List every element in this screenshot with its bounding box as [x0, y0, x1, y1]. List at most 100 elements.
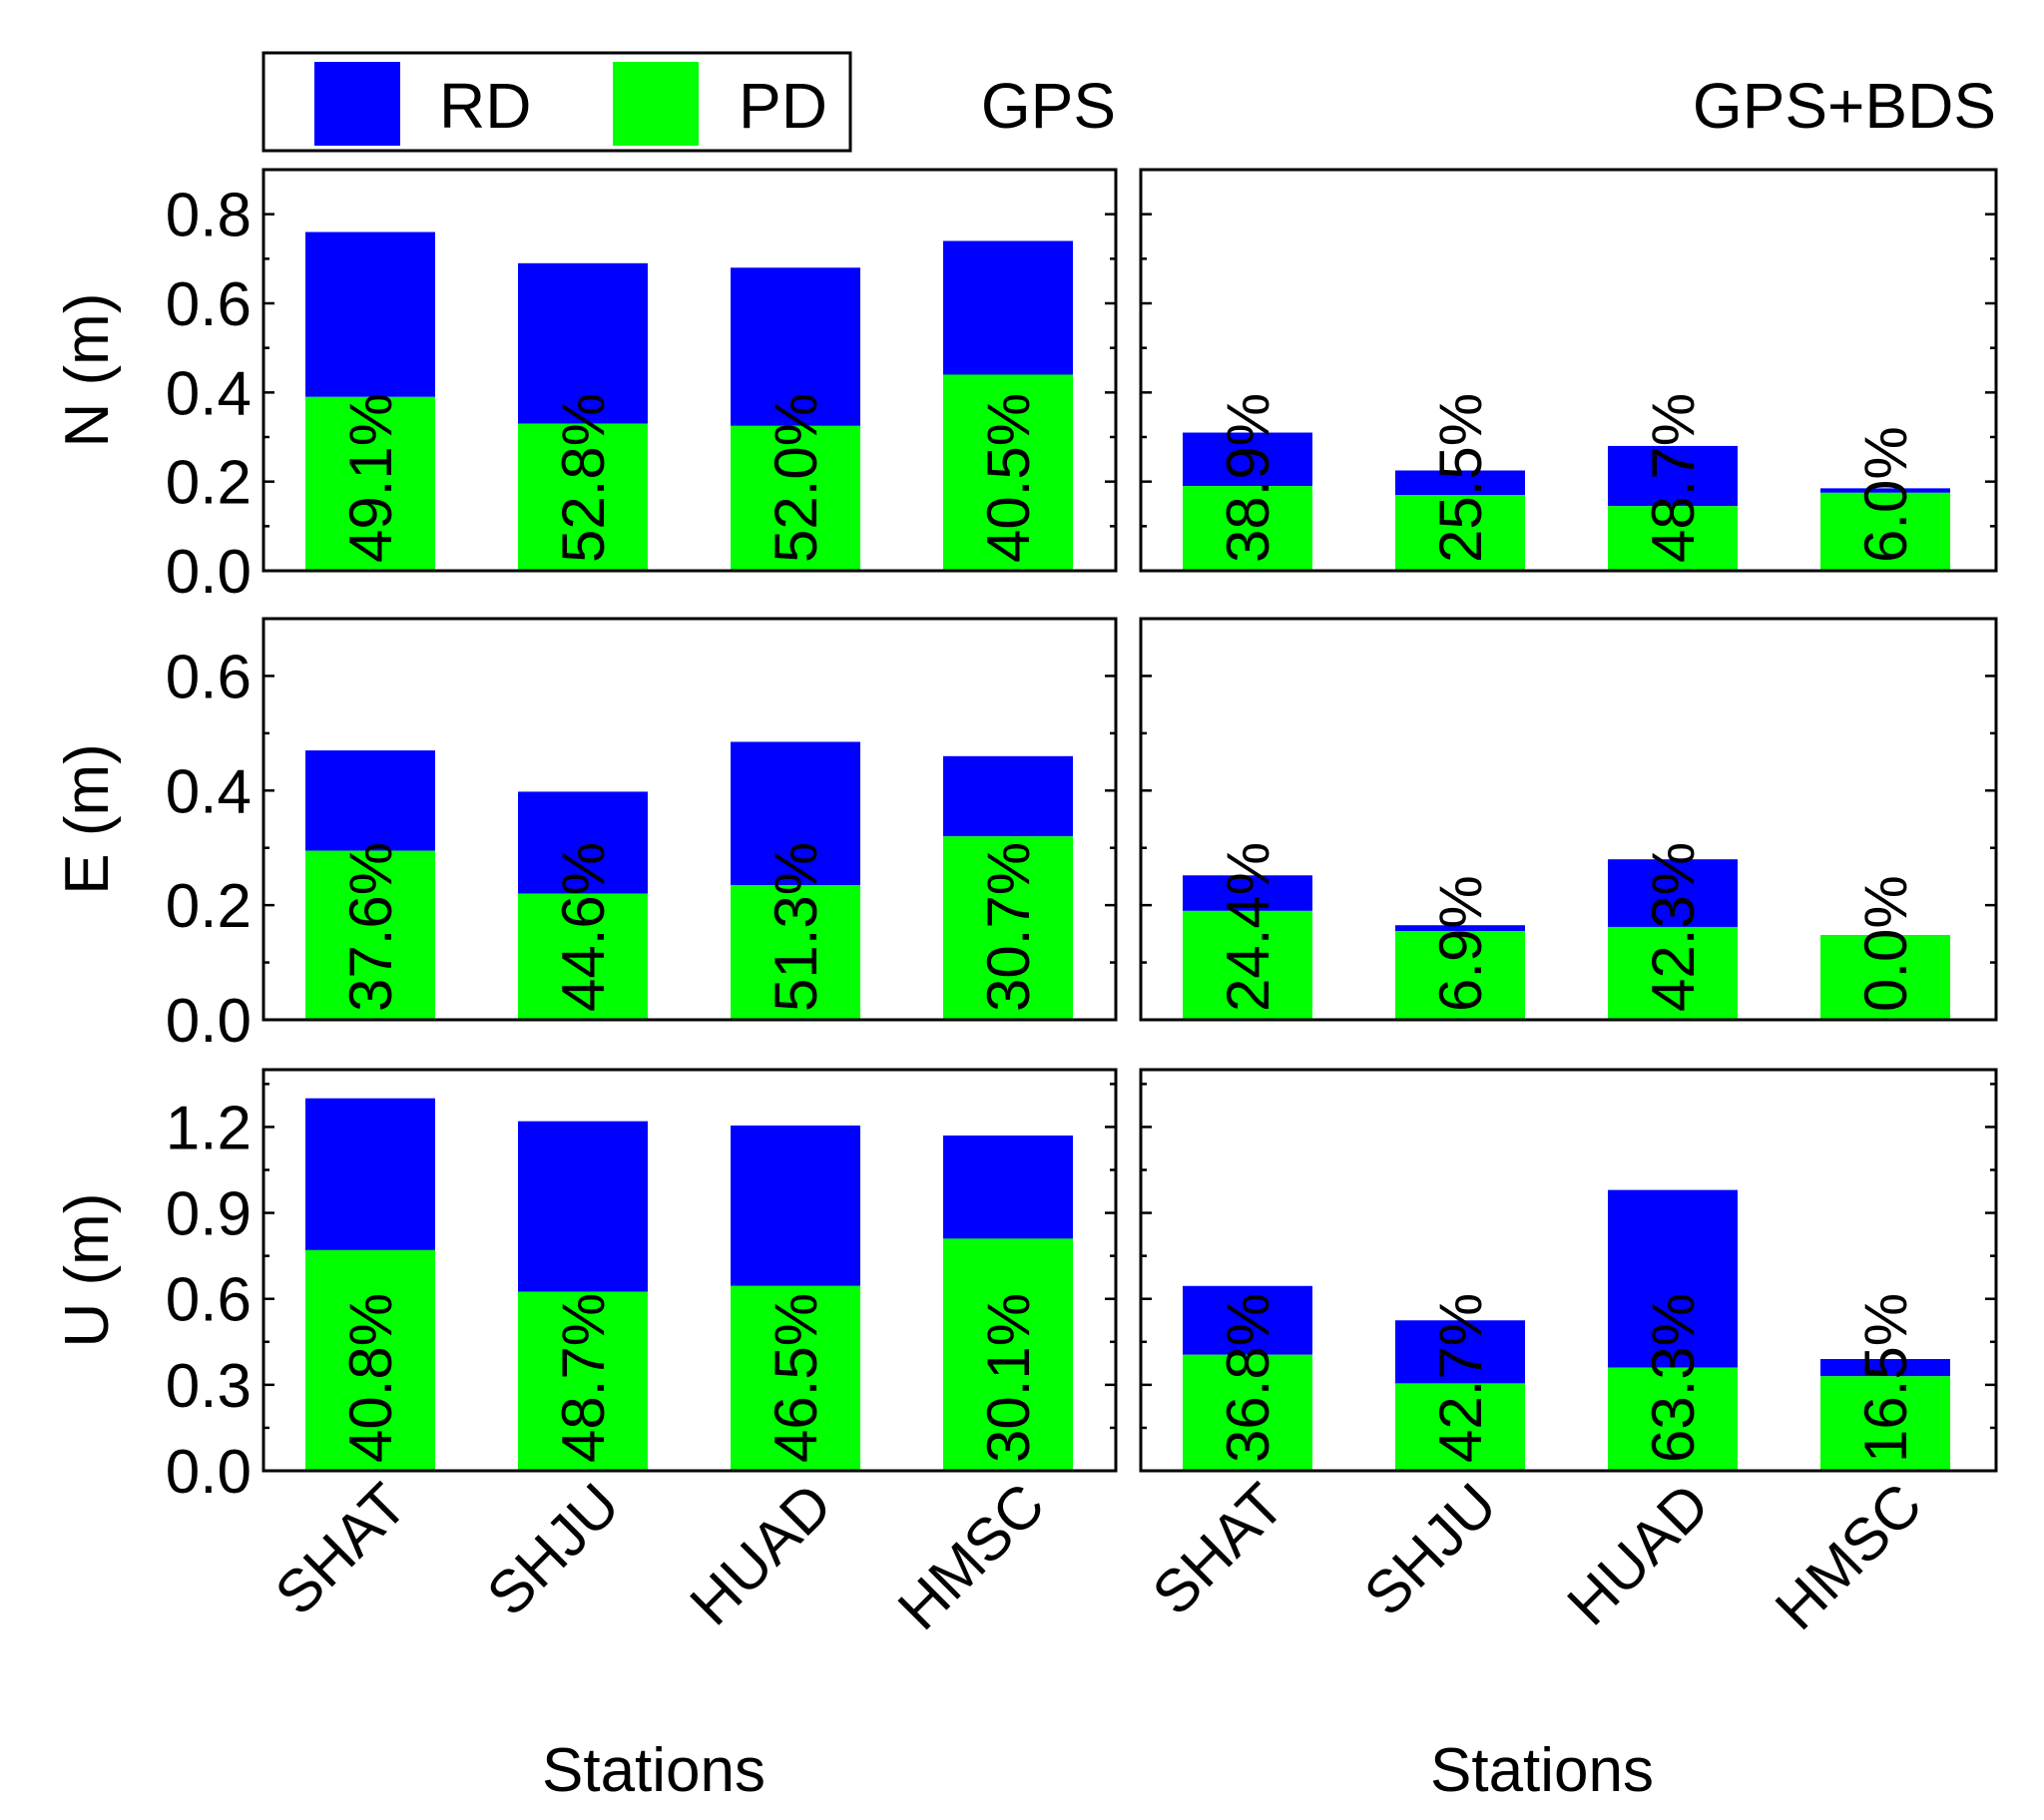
panel-e-gps-ytick-label: 0.6 [166, 643, 252, 711]
legend-rd-swatch [314, 62, 400, 146]
panel-u-gps-x-tick-label-hmsc: HMSC [885, 1471, 1057, 1642]
panel-e-gps-ytick-label: 0.2 [166, 872, 252, 941]
panel-u-gps: 40.8% 48.7% 46.5% 30.1% 0.0 0.3 0.6 0.9 1.2 U (m)… [53, 1068, 1118, 1642]
panel-u-gps-x-tick-label-shju: SHJU [474, 1471, 632, 1628]
panel-e-gps-bar-pd-shju [518, 893, 648, 1020]
panel-u-gps-ytick-label: 1.2 [166, 1094, 252, 1162]
panel-u-gps-bds: 36.8% 42.7% 63.3% 16.5% SHAT SHJU HUAD HMSC [1139, 1068, 1998, 1642]
panel-n-gps-pct-label-shju: 52.8% [550, 393, 617, 563]
panel-u-gps-bds-bar-pd-hmsc [1820, 1376, 1950, 1471]
panel-e-gps-bar-rd-shju [518, 791, 648, 894]
panel-u-gps-bds-bar-rd-shat [1183, 1285, 1312, 1355]
panel-u-gps-bar-rd-shju [518, 1121, 648, 1292]
panel-u-gps-bds-pct-label-shat: 36.8% [1215, 1293, 1281, 1463]
panel-e-gps-pct-label-huad: 51.3% [763, 842, 829, 1012]
panel-e-gps-bds-bar-pd-huad [1608, 926, 1738, 1020]
panel-u-gps-ytick-label: 0.0 [166, 1438, 252, 1507]
panel-u-gps-bds-pct-label-huad: 63.3% [1640, 1293, 1707, 1463]
panel-e-gps-bds-pct-label-huad: 42.3% [1640, 842, 1707, 1012]
panel-e-gps-pct-label-shat: 37.6% [337, 842, 404, 1012]
panel-u-gps-ytick-label: 0.9 [166, 1180, 252, 1249]
panel-n-gps-bds-frame [1139, 168, 1998, 573]
panels: 49.1% 52.8% 52.0% 40.5% 0.0 0.2 0.4 0.6 0.8 N (m)… [53, 168, 1998, 1642]
panel-n-gps-bds-bar-pd-shju [1395, 495, 1525, 571]
panel-e-gps-bds-pct-label-hmsc: 0.0% [1852, 875, 1919, 1012]
panel-n-gps-pct-label-hmsc: 40.5% [975, 393, 1042, 563]
panel-n-gps-bar-rd-huad [731, 267, 860, 426]
panel-n-gps-bar-pd-shju [518, 423, 648, 571]
panel-n-gps: 49.1% 52.8% 52.0% 40.5% 0.0 0.2 0.4 0.6 0.8 N (m) [53, 168, 1118, 607]
panel-e-gps-pct-label-shju: 44.6% [550, 842, 617, 1012]
panel-n-gps-pct-label-shat: 49.1% [337, 393, 404, 563]
panel-u-gps-ytick-label: 0.6 [166, 1266, 252, 1335]
panel-n-gps-bds-bar-rd-shju [1395, 470, 1525, 496]
panel-u-gps-bds-frame [1139, 1068, 1998, 1473]
panel-n-gps-bds-bar-rd-shat [1183, 432, 1312, 487]
panel-n-gps-bds-bar-pd-shat [1183, 486, 1312, 571]
panel-n-gps-bds-bar-pd-huad [1608, 506, 1738, 571]
panel-u-gps-bds-bar-pd-huad [1608, 1367, 1738, 1471]
panel-e-gps-bds-bar-pd-shat [1183, 910, 1312, 1020]
panel-e-gps: 37.6% 44.6% 51.3% 30.7% 0.0 0.2 0.4 0.6 E (m) [53, 617, 1118, 1056]
panel-u-gps-bar-pd-huad [731, 1285, 860, 1471]
panel-u-gps-bds-x-tick-label-hmsc: HMSC [1763, 1471, 1934, 1642]
x-axis-title-right: Stations [1430, 1736, 1654, 1805]
panel-e-gps-bds-bar-rd-huad [1608, 859, 1738, 927]
panel-n-gps-ytick-label: 0.6 [166, 270, 252, 339]
panel-e-gps-bds-pct-label-shju: 6.9% [1427, 875, 1494, 1012]
panel-n-gps-bds-bar-rd-huad [1608, 445, 1738, 507]
panel-e-gps-bds: 24.4% 6.9% 42.3% 0.0% [1139, 617, 1998, 1022]
panel-u-gps-x-tick-label-shat: SHAT [262, 1471, 419, 1627]
panel-n-gps-pct-label-huad: 52.0% [763, 393, 829, 563]
panel-e-gps-bds-pct-label-shat: 24.4% [1215, 842, 1281, 1012]
panel-u-gps-bds-x-tick-label-shju: SHJU [1351, 1471, 1509, 1628]
panel-u-gps-bds-bar-pd-shju [1395, 1383, 1525, 1471]
panel-u-gps-bar-pd-shat [305, 1249, 435, 1471]
panel-e-gps-bds-bar-rd-shat [1183, 875, 1312, 911]
panel-e-gps-y-axis-title: E (m) [53, 743, 122, 895]
legend-frame [261, 51, 852, 153]
panel-u-gps-bds-bar-pd-shat [1183, 1354, 1312, 1471]
panel-n-gps-bar-pd-hmsc [943, 374, 1073, 571]
panel-u-gps-bar-pd-shju [518, 1291, 648, 1471]
panel-u-gps-bds-bar-rd-huad [1608, 1189, 1738, 1368]
panel-n-gps-bar-pd-huad [731, 425, 860, 571]
panel-u-gps-bds-x-tick-label-huad: HUAD [1555, 1471, 1723, 1638]
panel-n-gps-bds-bar-pd-hmsc [1820, 492, 1950, 571]
panel-u-gps-bds-pct-label-shju: 42.7% [1427, 1293, 1494, 1463]
panel-n-gps-bar-rd-hmsc [943, 240, 1073, 375]
panel-n-gps-ytick-label: 0.0 [166, 538, 252, 607]
panel-u-gps-bar-rd-huad [731, 1125, 860, 1286]
panel-e-gps-bar-pd-huad [731, 885, 860, 1020]
x-axis-title-left: Stations [542, 1736, 766, 1805]
legend: RD PD [261, 51, 852, 153]
panel-e-gps-frame [261, 617, 1118, 1022]
panel-e-gps-pct-label-hmsc: 30.7% [975, 842, 1042, 1012]
panel-u-gps-pct-label-shat: 40.8% [337, 1293, 404, 1463]
panel-n-gps-bds-pct-label-hmsc: 6.0% [1852, 426, 1919, 563]
panel-u-gps-bar-pd-hmsc [943, 1238, 1073, 1471]
panel-n-gps-bar-pd-shat [305, 396, 435, 571]
panel-u-gps-pct-label-hmsc: 30.1% [975, 1293, 1042, 1463]
panel-u-gps-pct-label-shju: 48.7% [550, 1293, 617, 1463]
legend-pd-label: PD [739, 70, 827, 142]
panel-u-gps-pct-label-huad: 46.5% [763, 1293, 829, 1463]
panel-e-gps-bar-rd-shat [305, 750, 435, 851]
panel-e-gps-bds-bar-pd-hmsc [1820, 935, 1950, 1020]
panel-e-gps-bar-pd-shat [305, 850, 435, 1020]
panel-u-gps-ytick-label: 0.3 [166, 1352, 252, 1421]
title-gps: GPS [981, 70, 1116, 142]
panel-u-gps-y-axis-title: U (m) [53, 1193, 122, 1348]
panel-e-gps-bar-pd-hmsc [943, 836, 1073, 1020]
panel-u-gps-bds-bar-rd-hmsc [1820, 1359, 1950, 1377]
panel-n-gps-frame [261, 168, 1118, 573]
panel-e-gps-bar-rd-hmsc [943, 755, 1073, 837]
panel-e-gps-ytick-label: 0.0 [166, 987, 252, 1056]
legend-rd-label: RD [439, 70, 531, 142]
panel-u-gps-bds-bar-rd-shju [1395, 1320, 1525, 1384]
panel-n-gps-y-axis-title: N (m) [53, 293, 122, 448]
panel-u-gps-bds-pct-label-hmsc: 16.5% [1852, 1293, 1919, 1463]
panel-n-gps-bar-rd-shju [518, 262, 648, 424]
panel-u-gps-bds-x-tick-label-shat: SHAT [1140, 1471, 1296, 1627]
